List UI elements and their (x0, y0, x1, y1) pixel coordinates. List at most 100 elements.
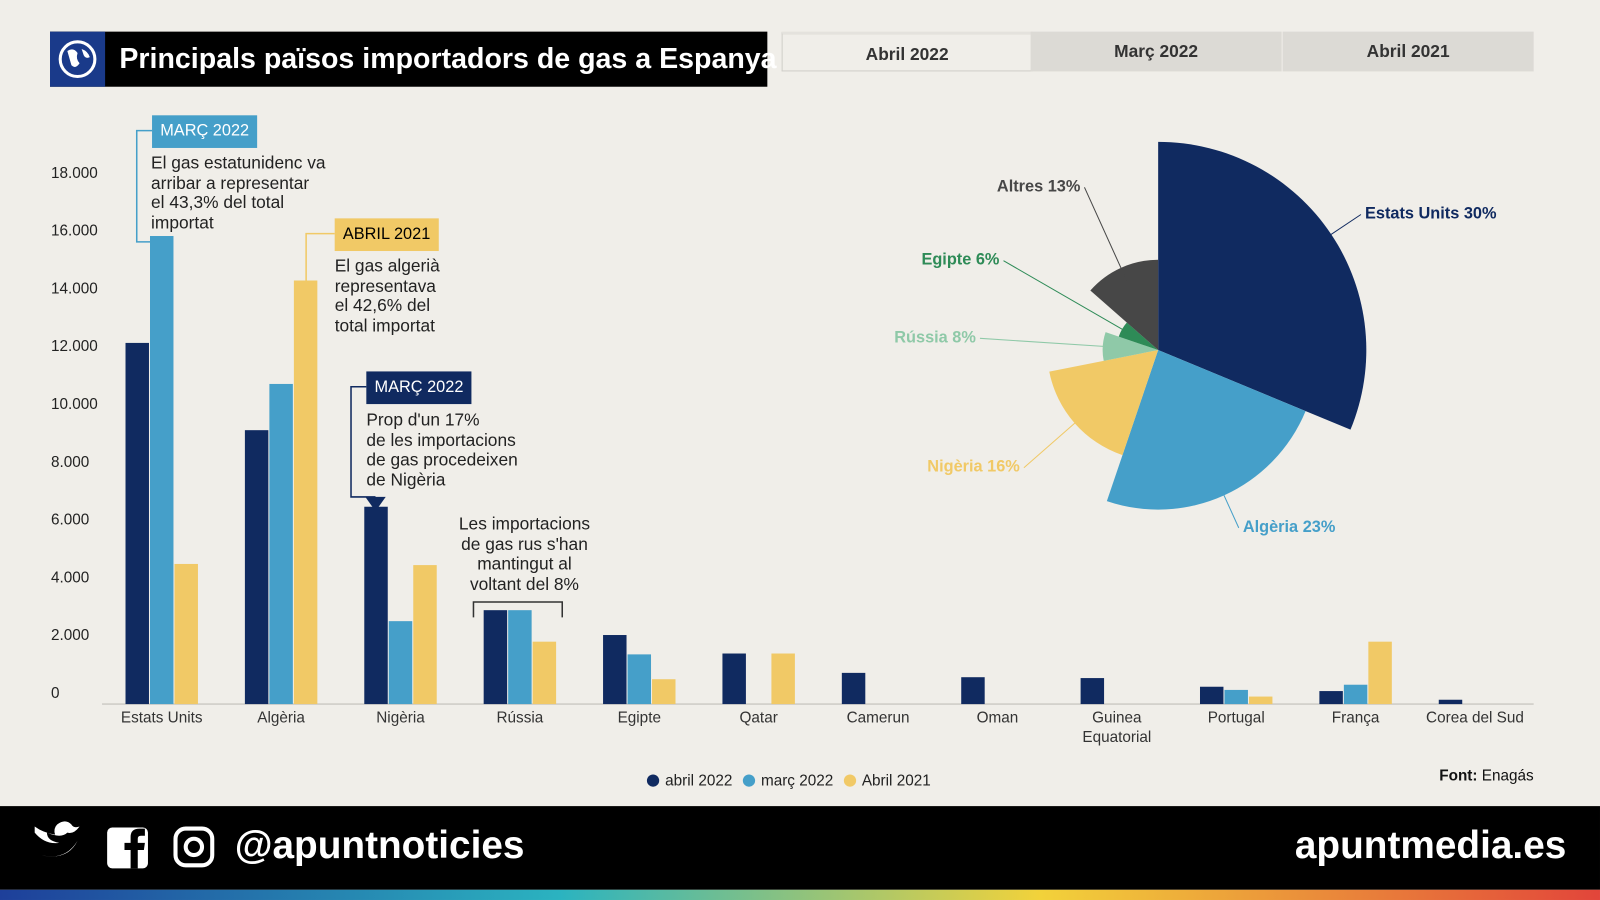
bar (961, 677, 985, 705)
legend-label: Abril 2021 (861, 772, 931, 790)
annotation-line: Les importacions (458, 514, 591, 534)
x-tick-label: Algèria (257, 709, 305, 727)
annotation-line: arribar a representar (151, 172, 310, 193)
bar (841, 672, 866, 705)
footer-site: apuntmedia.es (1295, 824, 1566, 867)
annotation: Prop d'un 17% de les importacions de gas p… (366, 410, 517, 490)
y-tick-label: 0 (51, 685, 60, 702)
tab[interactable]: Març 2022 (1030, 31, 1282, 72)
annotation-line: de gas rus s'han (461, 534, 588, 554)
title-box (49, 31, 768, 87)
y-tick-label: 10.000 (51, 396, 98, 413)
slice-value: 23% (1303, 518, 1336, 536)
bar (771, 653, 795, 705)
bar (1199, 686, 1224, 705)
bar (532, 641, 557, 705)
page-title: Principals països importadors de gas a E… (119, 43, 777, 75)
x-tick-label: Qatar (739, 709, 778, 727)
annotation-line: de Nigèria (366, 469, 446, 490)
connector (135, 129, 162, 243)
annotation-line: total importat (334, 315, 435, 336)
bar (293, 280, 318, 705)
facebook-f (124, 828, 145, 869)
legend-swatch (646, 774, 660, 787)
annotation-line: de gas procedeixen (366, 449, 518, 470)
source-label: Font: (1439, 767, 1478, 785)
slice-value: 13% (1048, 178, 1081, 196)
rose-slice (1106, 349, 1306, 510)
bar (722, 653, 746, 705)
x-tick-label: França (1331, 709, 1380, 727)
bar (1224, 689, 1248, 705)
annotation-line: el 42,6% del (334, 295, 431, 316)
x-tick-label: Guinea Equatorial (1082, 709, 1152, 746)
y-tick-label: 2.000 (51, 627, 89, 644)
legend: abril 2022 març 2022 Abril 2021 (0, 772, 1578, 790)
rose-slice (1102, 332, 1159, 361)
footer-handle: @apuntnoticies (235, 824, 525, 867)
legend-swatch (742, 774, 755, 787)
slice-value: 30% (1464, 205, 1497, 223)
globe-box (49, 31, 106, 87)
y-tick-label: 12.000 (51, 338, 98, 355)
bar (149, 236, 174, 705)
slice-name: Egipte (921, 251, 971, 269)
slice-value: 6% (976, 251, 1000, 269)
annotation-line: El gas algerià (334, 256, 440, 276)
annotation-line: Prop d'un 17% (366, 410, 480, 430)
annotation: Les importacions de gas rus s'han mantingu… (443, 514, 606, 594)
slice-name: Algèria (1243, 518, 1299, 536)
bar (627, 654, 652, 705)
arrow (365, 496, 386, 512)
rose-slice (1158, 141, 1367, 430)
leader-line (1003, 260, 1128, 333)
instagram-lens (183, 836, 205, 858)
slice-name: Altres (997, 178, 1043, 196)
leader-line (1083, 187, 1127, 281)
rose-slice (1049, 349, 1159, 456)
bar (388, 621, 413, 705)
connector (305, 232, 335, 281)
tab[interactable]: Abril 2021 (1282, 31, 1534, 72)
y-tick-label: 6.000 (51, 512, 89, 529)
slice-label: Altres 13% (997, 178, 1081, 196)
tab[interactable]: Abril 2022 (781, 31, 1033, 72)
x-tick-label: Oman (976, 709, 1019, 727)
legend-swatch (843, 774, 856, 787)
bar (1343, 684, 1368, 705)
x-tick-label: Portugal (1207, 709, 1265, 727)
annotation-line: El gas estatunidenc va (151, 153, 326, 173)
y-tick-label: 14.000 (51, 280, 98, 297)
bar (1368, 641, 1392, 705)
bar (174, 563, 198, 705)
bar (1080, 678, 1105, 705)
bar (1319, 691, 1343, 705)
bar (125, 342, 149, 705)
x-tick-label: Estats Units (120, 709, 203, 727)
slice-label: Estats Units 30% (1365, 205, 1497, 223)
slice-value: 8% (952, 329, 976, 347)
bracket (472, 601, 564, 618)
bar (508, 610, 532, 705)
leader-line (1213, 473, 1240, 529)
bar (269, 383, 293, 705)
y-tick-label: 8.000 (51, 454, 89, 471)
annotation-line: de les importacions (366, 430, 516, 450)
rose-slice (1118, 322, 1159, 350)
slice-name: Estats Units (1365, 205, 1459, 223)
annotation-line: el 43,3% del total (151, 192, 285, 213)
annotation: El gas estatunidenc va arribar a represen… (151, 153, 326, 233)
x-tick-label: Camerun (846, 709, 910, 727)
globe-land (67, 48, 90, 67)
y-tick-label: 16.000 (51, 223, 98, 240)
footer-bar (0, 806, 1600, 890)
leader-line (1304, 214, 1362, 253)
bar (603, 635, 627, 705)
slice-label: Algèria 23% (1243, 518, 1336, 536)
slice-value: 16% (987, 458, 1020, 476)
x-tick-label: Egipte (617, 709, 661, 727)
slice-label: Egipte 6% (921, 251, 999, 269)
y-tick-label: 4.000 (51, 569, 89, 586)
source-text: Enagás (1481, 767, 1534, 785)
